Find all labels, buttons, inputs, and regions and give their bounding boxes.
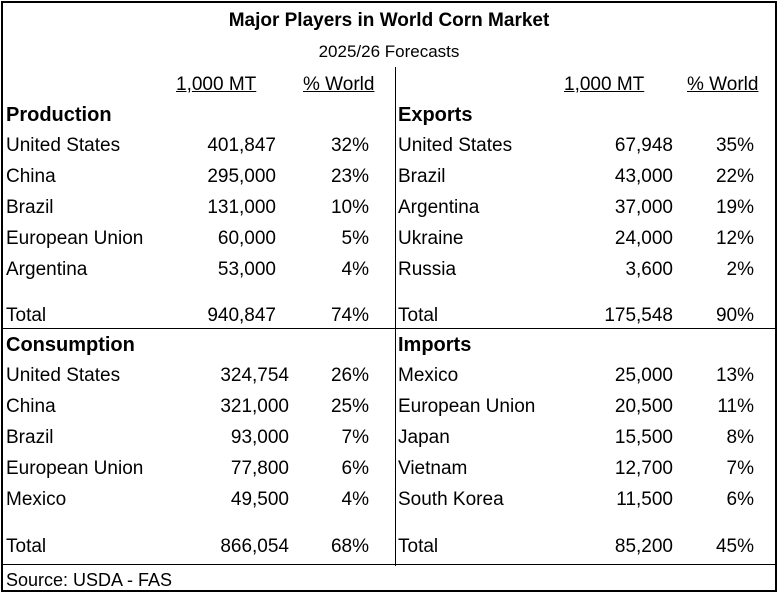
exports-mt-cell: 37,000 bbox=[614, 197, 673, 218]
production-total-pct: 74% bbox=[330, 305, 369, 326]
consumption-total-label: Total bbox=[6, 536, 47, 557]
source-divider bbox=[3, 564, 775, 565]
consumption-total-mt: 866,054 bbox=[220, 536, 289, 557]
consumption-country-cell: Mexico bbox=[6, 489, 67, 510]
production-pct-cell: 10% bbox=[330, 197, 369, 218]
right-mt-header: 1,000 MT bbox=[564, 74, 645, 95]
page-title: Major Players in World Corn Market bbox=[228, 10, 550, 31]
production-total-mt: 940,847 bbox=[207, 305, 276, 326]
imports-pct-cell: 6% bbox=[726, 489, 754, 510]
consumption-total-pct: 68% bbox=[330, 536, 369, 557]
exports-pct-cell: 22% bbox=[715, 166, 754, 187]
imports-country-cell: Mexico bbox=[398, 365, 459, 386]
imports-mt-cell: 20,500 bbox=[614, 396, 673, 417]
imports-country-cell: South Korea bbox=[398, 489, 504, 510]
exports-heading: Exports bbox=[398, 104, 473, 126]
consumption-mt-cell: 49,500 bbox=[230, 489, 289, 510]
left-mt-header: 1,000 MT bbox=[176, 74, 257, 95]
consumption-pct-cell: 6% bbox=[341, 458, 369, 479]
exports-mt-cell: 3,600 bbox=[625, 259, 673, 280]
center-divider bbox=[395, 67, 396, 566]
exports-total-label: Total bbox=[398, 305, 439, 326]
exports-mt-cell: 67,948 bbox=[614, 135, 673, 156]
page-subtitle: 2025/26 Forecasts bbox=[318, 42, 460, 61]
exports-total-mt: 175,548 bbox=[604, 305, 673, 326]
imports-mt-cell: 12,700 bbox=[614, 458, 673, 479]
exports-pct-cell: 2% bbox=[726, 259, 754, 280]
production-mt-cell: 131,000 bbox=[207, 197, 276, 218]
consumption-mt-cell: 324,754 bbox=[220, 365, 289, 386]
consumption-country-cell: United States bbox=[6, 365, 121, 386]
imports-country-cell: European Union bbox=[398, 396, 536, 417]
production-mt-cell: 401,847 bbox=[207, 135, 276, 156]
consumption-heading: Consumption bbox=[6, 334, 135, 356]
exports-mt-cell: 24,000 bbox=[614, 228, 673, 249]
exports-pct-cell: 19% bbox=[715, 197, 754, 218]
exports-country-cell: Brazil bbox=[398, 166, 446, 187]
production-pct-cell: 23% bbox=[330, 166, 369, 187]
imports-mt-cell: 15,500 bbox=[614, 427, 673, 448]
consumption-country-cell: China bbox=[6, 396, 56, 417]
exports-country-cell: Argentina bbox=[398, 197, 480, 218]
left-pct-header: % World bbox=[303, 74, 375, 95]
production-pct-cell: 5% bbox=[341, 228, 369, 249]
exports-mt-cell: 43,000 bbox=[614, 166, 673, 187]
imports-country-cell: Japan bbox=[398, 427, 450, 448]
consumption-mt-cell: 93,000 bbox=[230, 427, 289, 448]
production-country-cell: United States bbox=[6, 135, 121, 156]
production-heading: Production bbox=[6, 104, 112, 126]
production-country-cell: Brazil bbox=[6, 197, 54, 218]
exports-pct-cell: 12% bbox=[715, 228, 754, 249]
consumption-pct-cell: 26% bbox=[330, 365, 369, 386]
exports-country-cell: United States bbox=[398, 135, 513, 156]
exports-total-pct: 90% bbox=[715, 305, 754, 326]
production-mt-cell: 60,000 bbox=[217, 228, 276, 249]
exports-country-cell: Russia bbox=[398, 259, 457, 280]
imports-pct-cell: 7% bbox=[726, 458, 754, 479]
production-country-cell: China bbox=[6, 166, 56, 187]
production-mt-cell: 53,000 bbox=[217, 259, 276, 280]
imports-total-label: Total bbox=[398, 536, 439, 557]
imports-heading: Imports bbox=[398, 334, 472, 356]
middle-divider bbox=[3, 328, 775, 329]
imports-country-cell: Vietnam bbox=[398, 458, 468, 479]
production-mt-cell: 295,000 bbox=[207, 166, 276, 187]
exports-country-cell: Ukraine bbox=[398, 228, 464, 249]
production-pct-cell: 32% bbox=[330, 135, 369, 156]
consumption-pct-cell: 4% bbox=[341, 489, 369, 510]
consumption-country-cell: Brazil bbox=[6, 427, 54, 448]
imports-pct-cell: 13% bbox=[715, 365, 754, 386]
imports-mt-cell: 25,000 bbox=[614, 365, 673, 386]
production-pct-cell: 4% bbox=[341, 259, 369, 280]
imports-total-mt: 85,200 bbox=[614, 536, 673, 557]
consumption-mt-cell: 321,000 bbox=[220, 396, 289, 417]
exports-pct-cell: 35% bbox=[715, 135, 754, 156]
consumption-pct-cell: 7% bbox=[341, 427, 369, 448]
production-country-cell: Argentina bbox=[6, 259, 88, 280]
imports-total-pct: 45% bbox=[715, 536, 754, 557]
consumption-country-cell: European Union bbox=[6, 458, 144, 479]
consumption-pct-cell: 25% bbox=[330, 396, 369, 417]
production-total-label: Total bbox=[6, 305, 47, 326]
imports-pct-cell: 8% bbox=[726, 427, 754, 448]
right-pct-header: % World bbox=[687, 74, 759, 95]
imports-pct-cell: 11% bbox=[717, 396, 754, 417]
consumption-mt-cell: 77,800 bbox=[230, 458, 289, 479]
source-note: Source: USDA - FAS bbox=[6, 570, 173, 590]
production-country-cell: European Union bbox=[6, 228, 144, 249]
imports-mt-cell: 11,500 bbox=[616, 489, 673, 510]
